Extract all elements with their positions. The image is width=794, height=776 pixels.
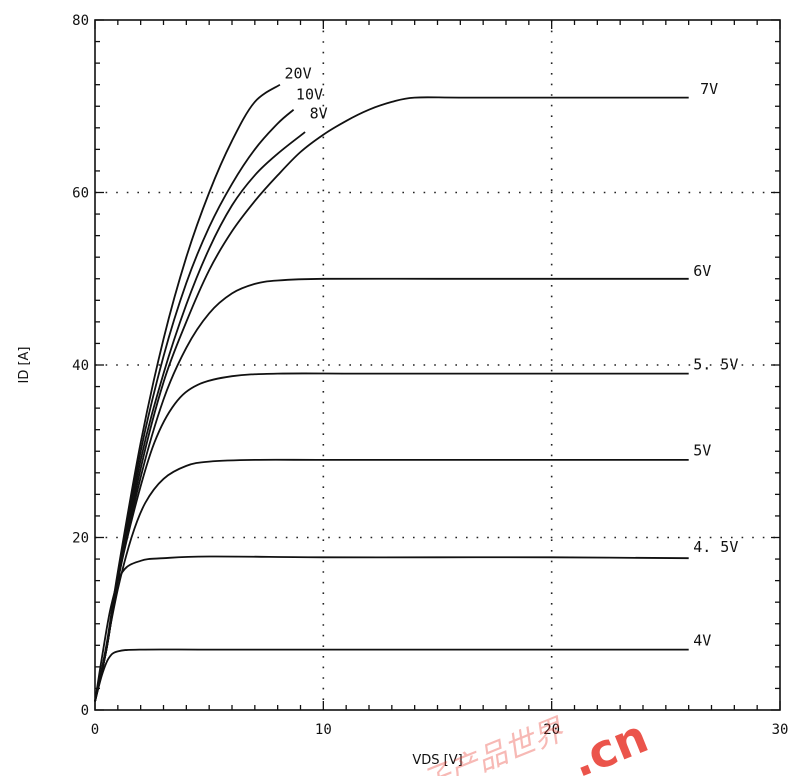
curve-label-5-5V: 5. 5V [693, 355, 738, 373]
grid-lines [95, 20, 780, 710]
curve-label-20V: 20V [285, 65, 312, 83]
curve-10V [94, 109, 295, 702]
curve-label-5V: 5V [693, 442, 711, 460]
curve-label-7V: 7V [700, 80, 718, 98]
curve-6V [94, 277, 689, 702]
curve-4V [94, 648, 689, 702]
curve-label-4-5V: 4. 5V [693, 538, 738, 556]
x-tick-label-10: 10 [315, 722, 332, 738]
watermark: 子产品世界 .cn [416, 709, 655, 776]
y-axis-title: ID [A] [17, 346, 32, 383]
y-tick-label-80: 80 [72, 13, 89, 29]
curve-label-6V: 6V [693, 262, 711, 280]
plot-frame [94, 19, 781, 711]
y-tick-label-0: 0 [81, 703, 89, 719]
x-tick-label-0: 0 [91, 722, 99, 738]
y-tick-label-20: 20 [72, 531, 89, 547]
curve-label-8V: 8V [310, 104, 328, 122]
curve-5V [94, 458, 689, 702]
x-axis-title: VDS [V] [412, 753, 462, 768]
curve-7V [94, 96, 689, 702]
curves [94, 83, 689, 702]
curve-20V [94, 83, 281, 702]
curve-4-5V [94, 555, 689, 702]
tick-labels: 0 10 20 30 0 20 40 60 80 [72, 13, 788, 738]
y-tick-label-60: 60 [72, 186, 89, 202]
watermark-cjk-text: 子产品世界 [416, 712, 570, 776]
axis-ticks [94, 19, 781, 711]
curve-label-10V: 10V [296, 85, 323, 103]
curve-label-4V: 4V [693, 631, 711, 649]
x-tick-label-30: 30 [772, 722, 789, 738]
watermark-text: .cn [563, 709, 655, 776]
x-tick-label-20: 20 [543, 722, 560, 738]
y-tick-label-40: 40 [72, 358, 89, 374]
